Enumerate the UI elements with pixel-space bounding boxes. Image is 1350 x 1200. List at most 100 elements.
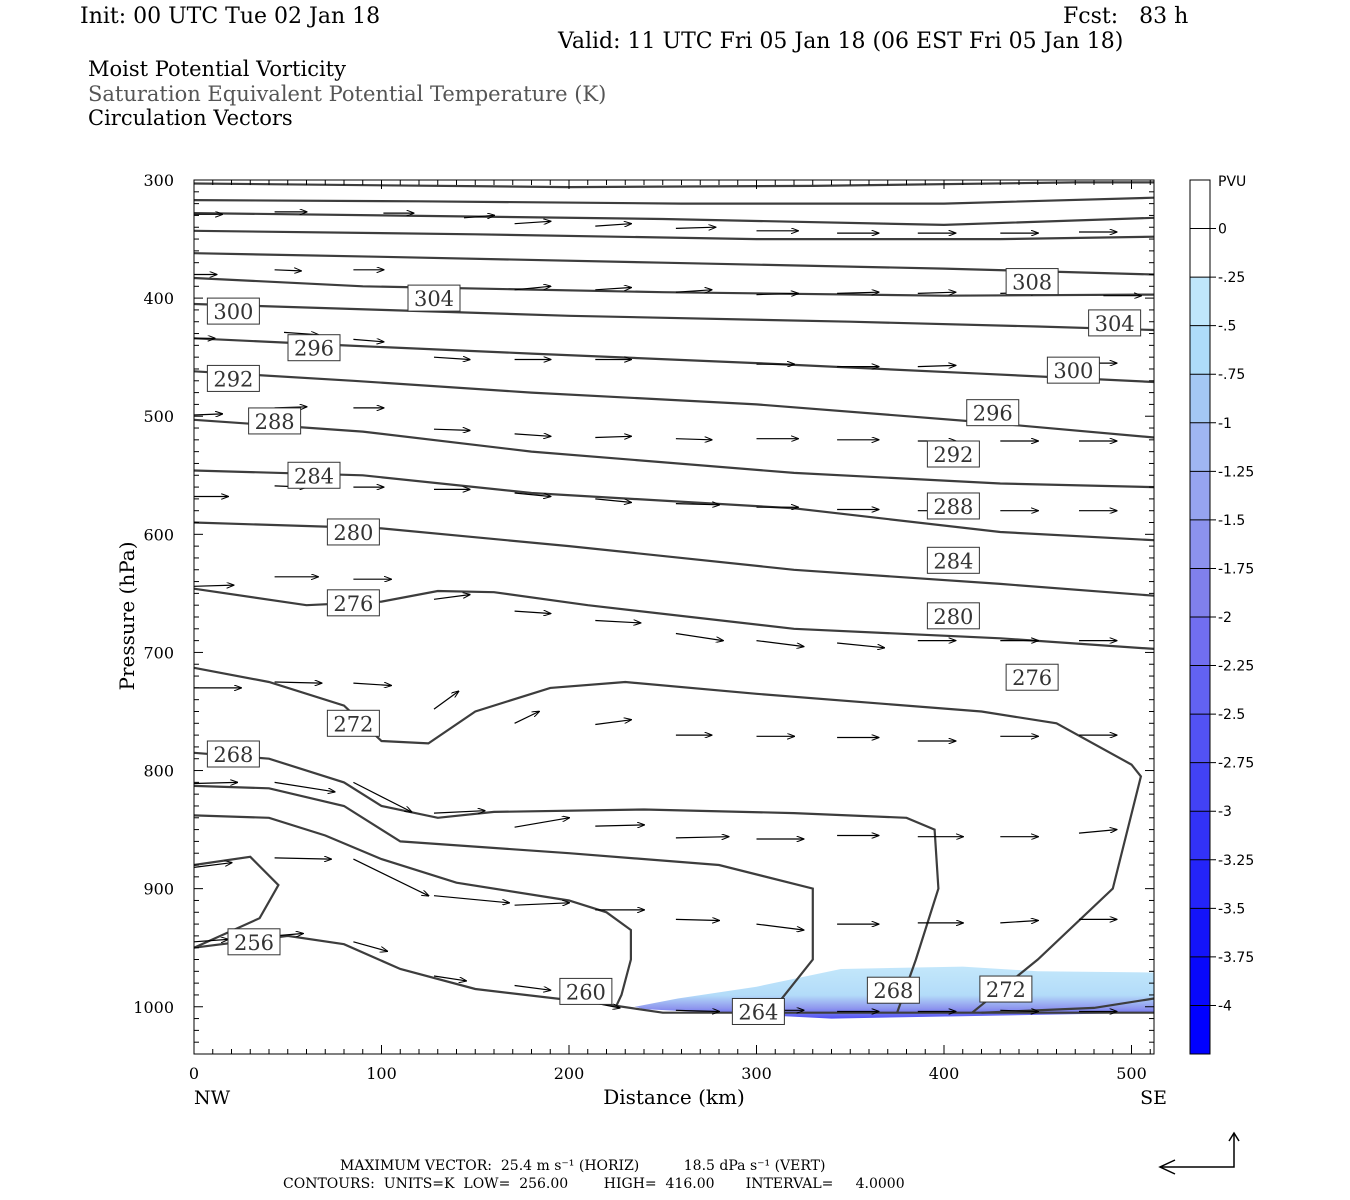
- contour-label-text: 284: [933, 549, 973, 573]
- circulation-vector: [274, 682, 322, 683]
- colorbar-tick-label: -.5: [1218, 319, 1236, 335]
- contour-label: 292: [926, 440, 980, 468]
- circulation-vector: [433, 975, 466, 981]
- contour-label-box: [206, 740, 260, 768]
- circulation-vector: [595, 224, 631, 226]
- contour-label-text: 268: [873, 979, 913, 1003]
- colorbar-tick-label: -3.75: [1218, 950, 1254, 966]
- theta-contour: [193, 181, 1154, 189]
- colorbar-swatch: [1190, 762, 1210, 812]
- circulation-vector: [433, 357, 470, 359]
- x-tick-label: 400: [929, 1064, 960, 1083]
- colorbar-swatch: [1190, 228, 1210, 278]
- colorbar-tick-label: -.25: [1218, 270, 1245, 286]
- contour-label-text: 280: [333, 521, 373, 545]
- theta-contour: [193, 276, 1155, 297]
- contour-label-box: [979, 975, 1033, 1003]
- colorbar-swatch: [1190, 180, 1210, 230]
- theta-contour: [193, 229, 1155, 241]
- theta-contour: [193, 418, 1155, 489]
- contour-label-text: 296: [973, 402, 1013, 426]
- circulation-vector: [514, 286, 551, 291]
- contour-label-box: [227, 928, 281, 956]
- circulation-vector: [756, 293, 798, 294]
- circulation-vector: [514, 221, 551, 223]
- circulation-vector: [675, 439, 712, 440]
- colorbar-swatch: [1190, 1005, 1210, 1055]
- contour-label-box: [287, 461, 341, 489]
- colorbar-swatch: [1190, 325, 1210, 375]
- circulation-vector: [514, 903, 569, 905]
- theta-contour: [193, 196, 1155, 205]
- contour-label: 288: [248, 407, 302, 435]
- contour-label: 260: [559, 977, 613, 1005]
- contour-label: 280: [326, 518, 380, 546]
- colorbar-tick-label: -4: [1218, 998, 1232, 1014]
- title-vectors: Circulation Vectors: [88, 106, 293, 130]
- y-tick-label: 700: [143, 643, 174, 662]
- contour-label: 304: [1088, 309, 1142, 337]
- contour-label-text: 280: [933, 605, 973, 629]
- circulation-vector: [433, 691, 458, 710]
- circulation-vector: [514, 434, 551, 436]
- contour-label: 276: [326, 589, 380, 617]
- circulation-vector: [274, 858, 331, 859]
- contour-label-text: 292: [933, 443, 973, 467]
- colorbar-tick-label: 0: [1218, 222, 1227, 238]
- circulation-vector: [514, 611, 551, 613]
- circulation-vector: [595, 288, 631, 290]
- valid-time: Valid: 11 UTC Fri 05 Jan 18 (06 EST Fri …: [558, 29, 1124, 54]
- contour-label-text: 276: [333, 592, 373, 616]
- circulation-vector: [675, 919, 719, 920]
- contour-label-box: [287, 334, 341, 362]
- y-tick-label: 500: [143, 407, 174, 426]
- colorbar-swatch: [1190, 277, 1210, 327]
- circulation-vector: [756, 923, 804, 930]
- circulation-vector: [595, 498, 631, 503]
- circulation-vector: [917, 292, 956, 293]
- contour-label-text: 288: [933, 495, 973, 519]
- contour-label: 296: [966, 399, 1020, 427]
- plot-frame: 300 400 500 600 700 800 900 1000 0 100 200 300 400 50…: [133, 171, 1155, 1083]
- x-axis-left-label: NW: [194, 1087, 231, 1109]
- contour-label-box: [1005, 268, 1059, 296]
- contour-label-text: 308: [1012, 271, 1052, 295]
- contour-label-box: [206, 297, 260, 325]
- x-tick-label: 300: [741, 1064, 772, 1083]
- circulation-vector: [433, 429, 470, 430]
- circulation-vector: [675, 632, 723, 641]
- contour-label: 256: [227, 928, 281, 956]
- circulation-vector: [1000, 921, 1038, 923]
- contour-label-box: [326, 589, 380, 617]
- colorbar-title: PVU: [1218, 174, 1246, 190]
- y-tick-label: 1000: [133, 998, 174, 1017]
- circulation-vector: [837, 292, 878, 293]
- contour-label-box: [926, 492, 980, 520]
- colorbar-tick-label: -2: [1218, 610, 1232, 626]
- circulation-vector: [274, 781, 335, 791]
- x-tick-label: 0: [189, 1064, 199, 1083]
- contour-label-box: [326, 709, 380, 737]
- contour-label-text: 288: [255, 410, 295, 434]
- contour-label-box: [1005, 663, 1059, 691]
- contour-label: 268: [866, 976, 920, 1004]
- contour-label: 284: [287, 461, 341, 489]
- circulation-vector: [353, 683, 391, 685]
- contour-label-text: 304: [414, 287, 454, 311]
- contour-label-text: 300: [213, 300, 253, 324]
- circulation-vector: [433, 895, 509, 903]
- colorbar-swatch: [1190, 471, 1210, 521]
- contour-label: 300: [206, 297, 260, 325]
- colorbar-tick-label: -1.25: [1218, 464, 1254, 480]
- contour-label: 304: [407, 284, 461, 312]
- contour-label-text: 292: [213, 367, 253, 391]
- contour-label: 300: [1046, 356, 1100, 384]
- contour-label-box: [966, 399, 1020, 427]
- contour-label-box: [407, 284, 461, 312]
- contour-label-box: [926, 440, 980, 468]
- max-vector-note: MAXIMUM VECTOR: 25.4 m s⁻¹ (HORIZ) 18.5 …: [340, 1158, 826, 1174]
- circulation-vector: [595, 436, 631, 437]
- circulation-vector: [837, 642, 884, 648]
- contour-label: 276: [1005, 663, 1059, 691]
